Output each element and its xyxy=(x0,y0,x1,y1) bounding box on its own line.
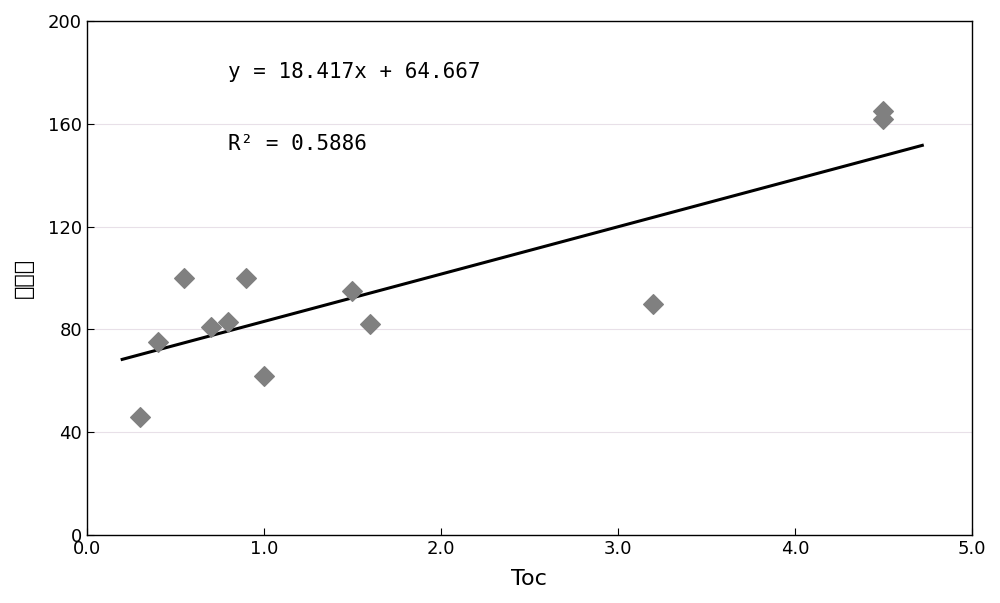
Point xyxy=(238,273,254,283)
Point xyxy=(875,114,891,124)
X-axis label: Toc: Toc xyxy=(511,569,547,589)
Point xyxy=(256,371,272,380)
Y-axis label: 电阵率: 电阵率 xyxy=(14,258,34,298)
Point xyxy=(220,317,236,327)
Text: R² = 0.5886: R² = 0.5886 xyxy=(228,134,367,154)
Point xyxy=(176,273,192,283)
Text: y = 18.417x + 64.667: y = 18.417x + 64.667 xyxy=(228,62,481,82)
Point xyxy=(132,412,148,421)
Point xyxy=(203,322,219,332)
Point xyxy=(645,299,661,309)
Point xyxy=(150,338,166,347)
Point xyxy=(875,106,891,116)
Point xyxy=(344,286,360,295)
Point xyxy=(362,320,378,329)
